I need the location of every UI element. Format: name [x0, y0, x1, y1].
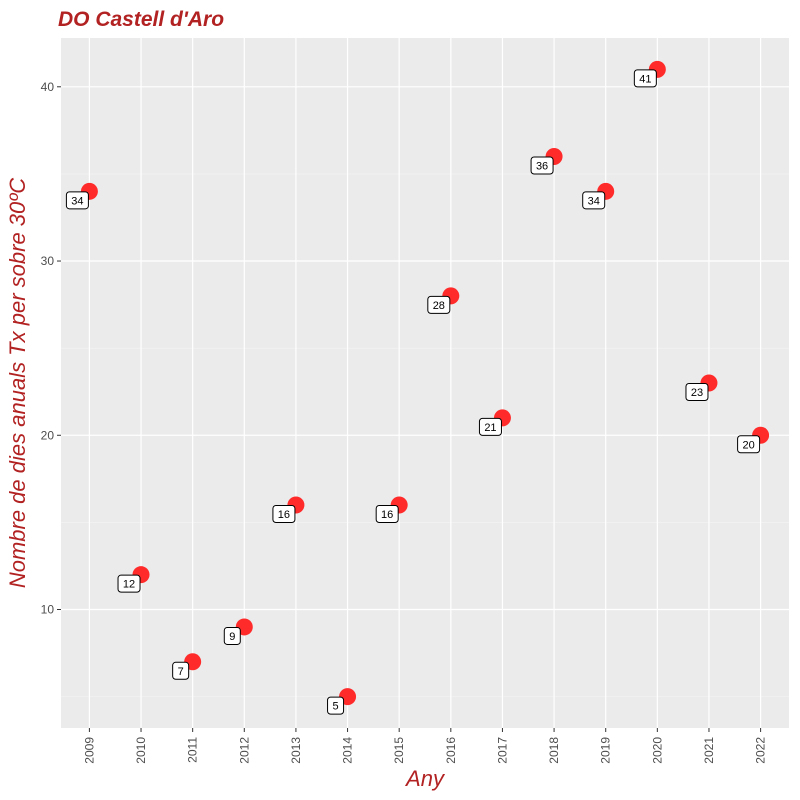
chart-title: DO Castell d'Aro — [58, 8, 224, 31]
data-label: 16 — [381, 509, 393, 521]
data-label-box — [117, 574, 141, 593]
x-axis-title: Any — [404, 766, 446, 791]
data-label-box — [633, 69, 657, 88]
data-label-box — [478, 417, 502, 436]
data-label: 5 — [332, 701, 338, 713]
data-label: 34 — [71, 195, 83, 207]
y-tick-label: 40 — [41, 80, 55, 94]
data-label: 28 — [433, 300, 445, 312]
data-labels-layer: 34 12 7 9 16 5 16 28 21 36 34 41 23 20 — [65, 69, 761, 715]
y-tick-label: 30 — [41, 254, 55, 268]
data-label-box — [272, 504, 296, 523]
data-label: 9 — [229, 631, 235, 643]
data-label-box — [427, 295, 451, 314]
data-label-box — [172, 661, 190, 680]
data-label-box — [223, 626, 241, 645]
x-tick-label: 2017 — [495, 737, 509, 764]
data-label: 34 — [588, 195, 600, 207]
data-label: 41 — [639, 73, 651, 85]
x-tick-label: 2022 — [754, 737, 768, 764]
x-tick-label: 2021 — [702, 737, 716, 764]
x-tick-label: 2012 — [237, 737, 251, 764]
plot-panel — [61, 38, 789, 728]
y-axis-title: Nombre de dies anuals Tx per sobre 30ºC — [5, 178, 30, 588]
data-label-box — [530, 156, 554, 175]
x-tick-label: 2009 — [82, 737, 96, 764]
x-tick-label: 2020 — [650, 737, 664, 764]
x-tick-label: 2011 — [186, 737, 200, 763]
data-label: 20 — [742, 439, 754, 451]
x-tick-label: 2015 — [392, 737, 406, 764]
data-label-box — [375, 504, 399, 523]
data-label: 36 — [536, 160, 548, 172]
x-tick-label: 2019 — [599, 737, 613, 764]
data-label: 16 — [278, 509, 290, 521]
data-label: 23 — [691, 387, 703, 399]
x-tick-label: 2018 — [547, 737, 561, 764]
x-tick-label: 2013 — [289, 737, 303, 764]
x-tick-label: 2016 — [444, 737, 458, 764]
data-label-box — [327, 696, 345, 715]
y-tick-label: 10 — [41, 603, 55, 617]
grid-layer — [61, 38, 789, 728]
data-label-box — [737, 435, 761, 454]
data-label: 12 — [123, 579, 135, 591]
data-label-box — [65, 191, 89, 210]
data-label: 7 — [178, 666, 184, 678]
data-label: 21 — [484, 422, 496, 434]
x-tick-label: 2014 — [341, 737, 355, 764]
data-label-box — [582, 191, 606, 210]
y-tick-label: 20 — [41, 428, 55, 442]
data-label-box — [685, 383, 709, 401]
x-tick-label: 2010 — [134, 737, 148, 764]
